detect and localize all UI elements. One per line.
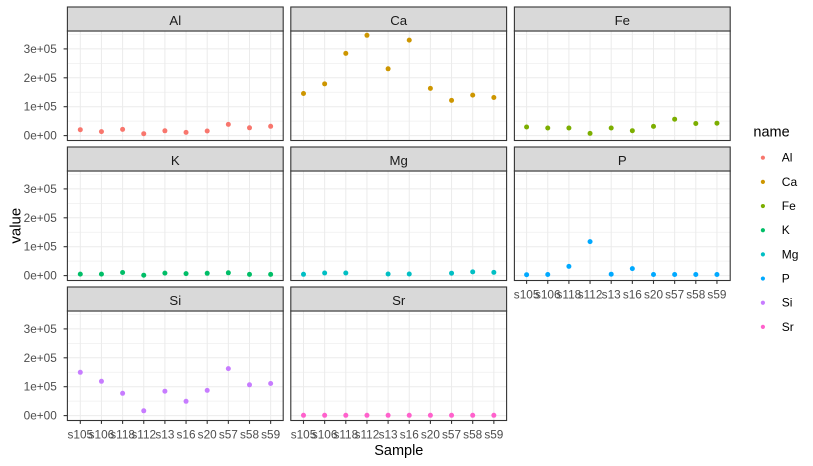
svg-text:1e+05: 1e+05: [24, 100, 58, 114]
svg-text:Ca: Ca: [782, 175, 798, 189]
svg-text:s16: s16: [400, 428, 419, 442]
svg-text:s57: s57: [219, 428, 238, 442]
svg-text:Sr: Sr: [782, 320, 794, 334]
svg-text:Sample: Sample: [374, 443, 423, 459]
svg-text:s112: s112: [578, 288, 603, 302]
svg-text:Si: Si: [169, 293, 181, 308]
svg-text:1e+05: 1e+05: [24, 380, 58, 394]
svg-text:s57: s57: [665, 288, 684, 302]
svg-text:Sr: Sr: [392, 293, 406, 308]
svg-text:s112: s112: [131, 428, 156, 442]
svg-text:s13: s13: [379, 428, 398, 442]
svg-text:Al: Al: [782, 151, 793, 165]
svg-text:s112: s112: [355, 428, 380, 442]
svg-text:s106: s106: [312, 428, 338, 442]
svg-text:Ca: Ca: [390, 13, 408, 28]
svg-text:Mg: Mg: [782, 247, 799, 261]
svg-text:2e+05: 2e+05: [24, 71, 58, 85]
svg-text:s13: s13: [155, 428, 174, 442]
svg-text:s106: s106: [89, 428, 115, 442]
svg-text:P: P: [782, 272, 790, 286]
svg-text:s118: s118: [557, 288, 582, 302]
svg-text:s118: s118: [333, 428, 358, 442]
svg-text:s57: s57: [442, 428, 461, 442]
svg-text:s13: s13: [602, 288, 621, 302]
svg-text:s16: s16: [623, 288, 642, 302]
svg-text:s58: s58: [463, 428, 482, 442]
svg-text:s58: s58: [240, 428, 259, 442]
svg-text:s20: s20: [198, 428, 217, 442]
svg-text:s118: s118: [110, 428, 135, 442]
svg-text:0e+00: 0e+00: [24, 409, 58, 423]
svg-text:s58: s58: [686, 288, 705, 302]
svg-text:s59: s59: [707, 288, 726, 302]
svg-text:Fe: Fe: [782, 199, 796, 213]
svg-text:0e+00: 0e+00: [24, 129, 58, 143]
svg-text:s105: s105: [291, 428, 317, 442]
svg-text:P: P: [618, 153, 627, 168]
svg-text:3e+05: 3e+05: [24, 42, 58, 56]
svg-text:s105: s105: [68, 428, 94, 442]
svg-text:s20: s20: [644, 288, 663, 302]
svg-text:Mg: Mg: [390, 153, 408, 168]
svg-text:K: K: [782, 223, 790, 237]
svg-text:2e+05: 2e+05: [24, 351, 58, 365]
svg-text:K: K: [171, 153, 180, 168]
svg-text:Al: Al: [169, 13, 181, 28]
svg-text:0e+00: 0e+00: [24, 269, 58, 283]
svg-text:2e+05: 2e+05: [24, 211, 58, 225]
svg-text:1e+05: 1e+05: [24, 240, 58, 254]
svg-text:s16: s16: [177, 428, 196, 442]
svg-text:Fe: Fe: [615, 13, 630, 28]
svg-text:s59: s59: [261, 428, 280, 442]
svg-text:name: name: [753, 125, 789, 141]
svg-text:s59: s59: [484, 428, 503, 442]
svg-text:3e+05: 3e+05: [24, 182, 58, 196]
svg-text:3e+05: 3e+05: [24, 322, 58, 336]
svg-text:Si: Si: [782, 296, 793, 310]
svg-text:s20: s20: [421, 428, 440, 442]
svg-text:s106: s106: [535, 288, 561, 302]
svg-text:value: value: [8, 208, 25, 244]
svg-text:s105: s105: [514, 288, 540, 302]
